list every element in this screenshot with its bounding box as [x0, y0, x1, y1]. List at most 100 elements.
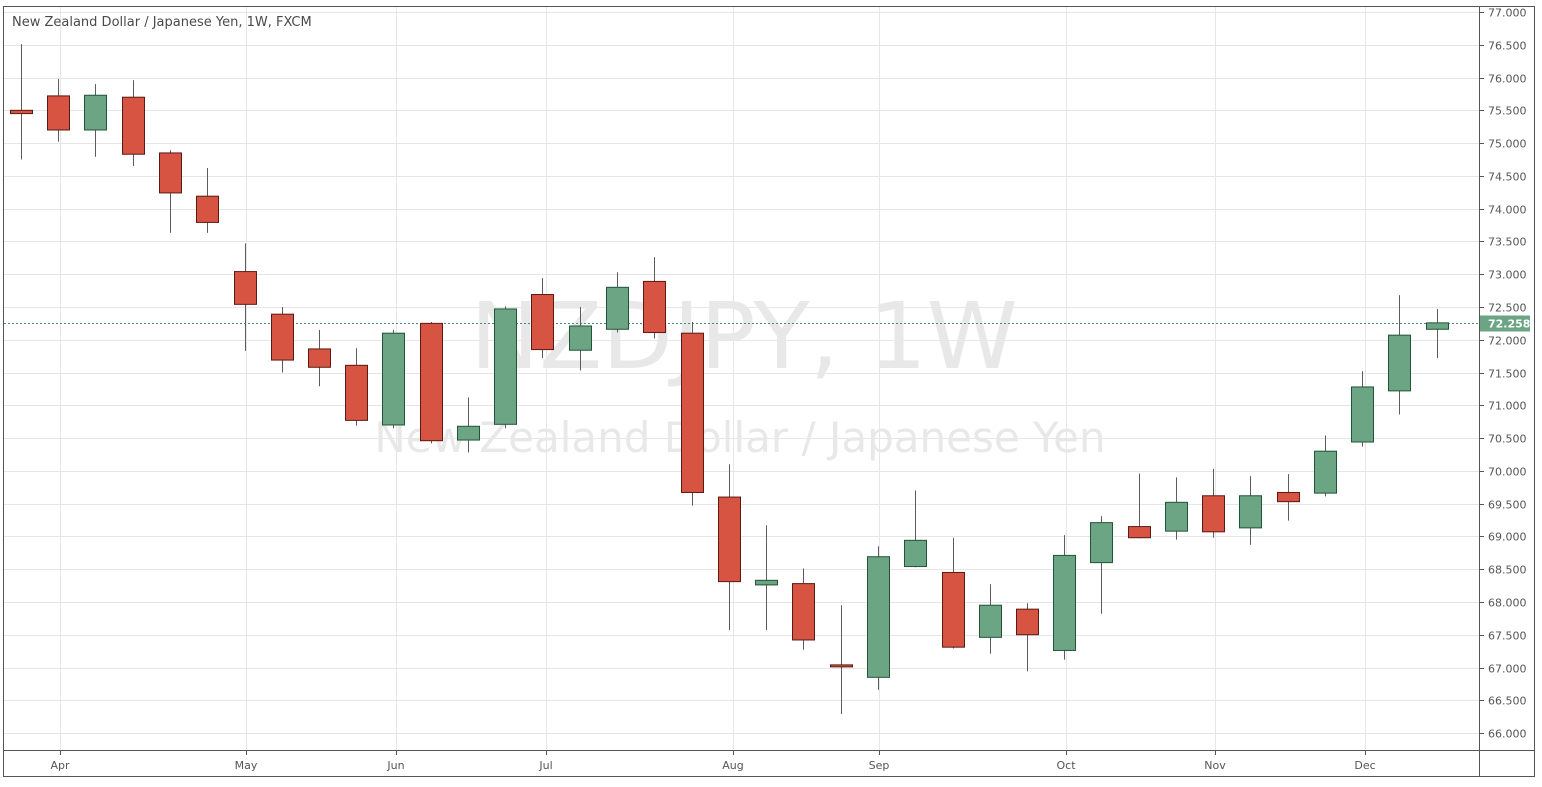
y-tick-label: 68.000: [1488, 597, 1527, 610]
candles: [10, 44, 1449, 715]
y-tick-label: 69.500: [1488, 499, 1527, 512]
candle-up[interactable]: [1388, 295, 1411, 415]
candle-up[interactable]: [1053, 535, 1076, 660]
x-tick-label: Apr: [50, 759, 70, 772]
candle-down[interactable]: [47, 78, 70, 142]
candle-down[interactable]: [1016, 603, 1039, 672]
x-tick-label: Jul: [538, 759, 552, 772]
candle-body: [84, 94, 107, 131]
time-axis[interactable]: Apr May Jun Jul Aug Sep Oct Nov Dec: [50, 750, 1376, 772]
candle-body: [792, 583, 815, 641]
candle-up[interactable]: [1314, 435, 1337, 497]
y-tick-label: 73.500: [1488, 236, 1527, 249]
candle-up[interactable]: [84, 84, 107, 157]
candle-up[interactable]: [1165, 477, 1188, 540]
candle-down[interactable]: [681, 322, 704, 506]
candle-down[interactable]: [420, 322, 443, 444]
y-tick-label: 71.000: [1488, 400, 1527, 413]
y-tick-label: 71.500: [1488, 368, 1527, 381]
candle-down[interactable]: [10, 44, 33, 160]
candle-body: [643, 280, 666, 334]
y-tick-label: 70.500: [1488, 433, 1527, 446]
x-tick-label: Oct: [1056, 759, 1076, 772]
candle-down[interactable]: [271, 306, 294, 373]
x-tick-label: Dec: [1354, 759, 1375, 772]
candle-down[interactable]: [122, 80, 145, 167]
y-tick-label: 77.000: [1488, 7, 1527, 20]
grid-lines: [4, 7, 1479, 750]
candle-body: [1314, 450, 1337, 494]
price-axis[interactable]: 77.000 76.500 76.000 75.500 75.000 74.500 74.0…: [1479, 7, 1527, 741]
candle-down[interactable]: [1128, 473, 1151, 539]
x-tick-label: May: [235, 759, 258, 772]
candle-up[interactable]: [867, 546, 890, 690]
candle-body: [867, 556, 890, 678]
candle-body: [159, 152, 182, 194]
candle-up[interactable]: [457, 397, 480, 453]
candle-up[interactable]: [569, 306, 592, 371]
y-tick-label: 72.000: [1488, 335, 1527, 348]
candle-body: [942, 571, 965, 648]
candle-down[interactable]: [196, 168, 219, 233]
candle-body: [681, 332, 704, 493]
candle-body: [308, 348, 331, 368]
candle-up[interactable]: [755, 525, 778, 631]
x-tick-label: Nov: [1204, 759, 1226, 772]
candle-body: [382, 332, 405, 426]
candle-up[interactable]: [382, 329, 405, 429]
candle-body: [457, 425, 480, 441]
y-tick-label: 66.000: [1488, 728, 1527, 741]
candle-body: [755, 579, 778, 586]
watermark: NZDJPY, 1W New Zealand Dollar / Japanese…: [374, 283, 1105, 462]
chart-title: New Zealand Dollar / Japanese Yen, 1W, F…: [12, 15, 312, 30]
chart-frame: [3, 6, 1535, 777]
candle-down[interactable]: [1277, 474, 1300, 521]
candle-up[interactable]: [606, 272, 629, 333]
candle-body: [979, 604, 1002, 638]
candle-body: [904, 539, 927, 568]
candle-up[interactable]: [1351, 371, 1374, 447]
candle-body: [1165, 501, 1188, 532]
candle-up[interactable]: [494, 306, 517, 429]
candle-down[interactable]: [643, 257, 666, 339]
candle-body: [420, 322, 443, 442]
candle-down[interactable]: [792, 568, 815, 650]
candle-body: [1239, 495, 1262, 529]
candle-body: [271, 313, 294, 361]
candle-body: [1388, 334, 1411, 392]
watermark-description: New Zealand Dollar / Japanese Yen: [374, 413, 1105, 462]
candle-up[interactable]: [979, 584, 1002, 654]
y-tick-label: 76.000: [1488, 73, 1527, 86]
candle-down[interactable]: [718, 464, 741, 631]
y-tick-label: 74.000: [1488, 204, 1527, 217]
candle-down[interactable]: [942, 537, 965, 649]
last-price-label: 72.258: [1488, 318, 1530, 331]
candle-up[interactable]: [1239, 476, 1262, 545]
candle-body: [531, 294, 554, 351]
candle-body: [345, 364, 368, 421]
x-tick-label: Jun: [386, 759, 404, 772]
y-tick-label: 66.500: [1488, 695, 1527, 708]
candle-down[interactable]: [308, 329, 331, 387]
candle-down[interactable]: [531, 278, 554, 359]
candle-body: [1277, 491, 1300, 503]
candle-up[interactable]: [904, 490, 927, 568]
x-tick-label: Sep: [869, 759, 890, 772]
candle-up[interactable]: [1426, 308, 1449, 359]
candle-body: [196, 195, 219, 223]
y-tick-label: 76.500: [1488, 40, 1527, 53]
candle-body: [1016, 608, 1039, 636]
candle-body: [1426, 322, 1449, 330]
candle-down[interactable]: [234, 243, 257, 351]
candle-down[interactable]: [830, 605, 853, 715]
y-tick-label: 67.500: [1488, 630, 1527, 643]
candle-down[interactable]: [1202, 468, 1225, 538]
y-tick-label: 75.000: [1488, 138, 1527, 151]
candle-body: [122, 96, 145, 155]
candle-up[interactable]: [1090, 516, 1113, 614]
candle-down[interactable]: [345, 348, 368, 426]
y-tick-label: 74.500: [1488, 171, 1527, 184]
candle-down[interactable]: [159, 150, 182, 233]
